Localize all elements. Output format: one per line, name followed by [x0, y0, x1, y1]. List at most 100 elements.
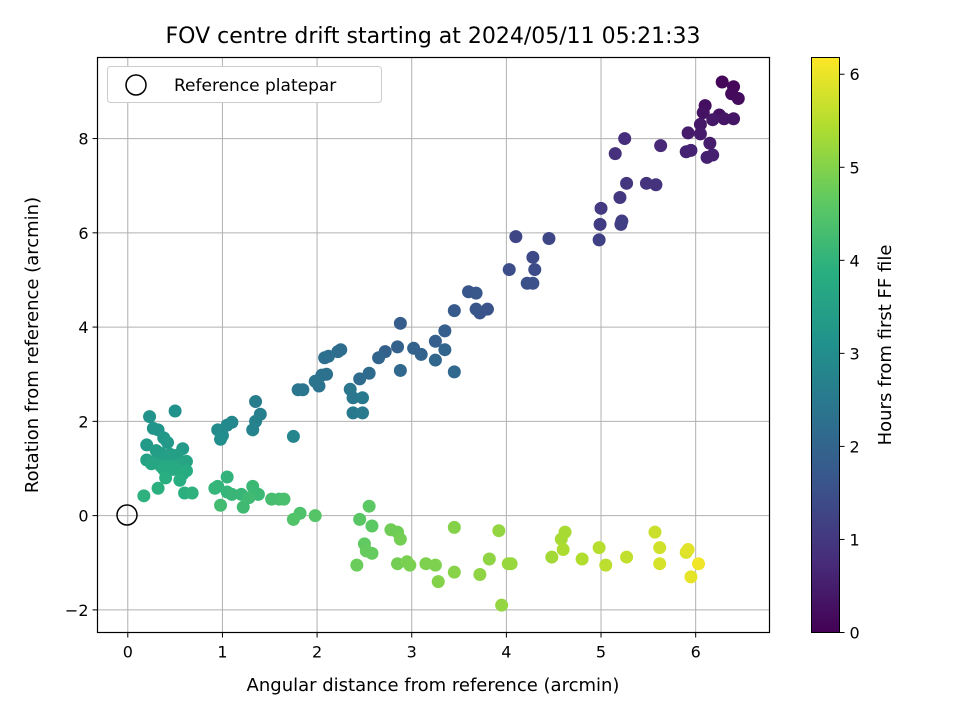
legend-box [107, 66, 382, 103]
plot-frame [96, 56, 771, 634]
data-point [249, 395, 263, 409]
y-tick-label: 6 [78, 224, 88, 243]
data-point [717, 112, 731, 126]
data-point [393, 316, 407, 330]
colorbar-ticks: 0 1 2 3 4 5 6 [839, 65, 860, 643]
x-axis: 0 1 2 3 4 5 6 [123, 632, 701, 662]
data-point [681, 543, 695, 557]
data-point [692, 557, 706, 571]
data-point [731, 92, 745, 106]
data-point [365, 546, 379, 560]
data-point [703, 136, 717, 150]
grid [97, 57, 770, 633]
data-point [291, 383, 305, 397]
data-point [353, 512, 367, 526]
data-point [356, 406, 370, 420]
data-point [346, 391, 360, 405]
data-point [168, 404, 182, 418]
y-axis: −2 0 2 4 6 8 [65, 130, 98, 620]
reference-platepar-marker [116, 504, 138, 526]
data-point [545, 550, 559, 564]
data-point [648, 525, 662, 539]
data-point [639, 176, 653, 190]
data-point [161, 436, 175, 450]
data-point [362, 366, 376, 380]
data-point [599, 558, 613, 572]
data-point [353, 372, 367, 386]
data-point [593, 217, 607, 231]
data-point [365, 519, 379, 533]
data-point [286, 512, 300, 526]
data-point [469, 286, 483, 300]
data-point [447, 565, 461, 579]
data-point [495, 598, 509, 612]
data-point [393, 532, 407, 546]
data-point [696, 106, 710, 120]
data-point [653, 557, 667, 571]
data-point [346, 406, 360, 420]
data-point [140, 438, 154, 452]
data-point [286, 429, 300, 443]
data-point [143, 410, 157, 424]
data-point [137, 489, 151, 503]
data-point [528, 263, 542, 277]
data-point [727, 112, 741, 126]
data-point [594, 201, 608, 215]
data-point [318, 351, 332, 365]
data-point [492, 524, 506, 538]
data-point [242, 491, 256, 505]
data-point [393, 363, 407, 377]
data-point [356, 391, 370, 405]
x-tick-label: 0 [123, 643, 133, 662]
colorbar-gradient [811, 57, 840, 633]
y-tick-label: 2 [78, 412, 88, 431]
data-points [137, 75, 745, 612]
data-point [556, 543, 570, 557]
data-point [684, 143, 698, 157]
data-point [438, 343, 452, 357]
data-point [225, 487, 239, 501]
data-point [526, 250, 540, 264]
data-point [693, 127, 707, 141]
data-point [509, 230, 523, 244]
data-point [706, 113, 720, 127]
x-tick-label: 5 [596, 643, 606, 662]
data-point [575, 552, 589, 566]
legend-marker [125, 74, 147, 96]
y-tick-label: 4 [78, 318, 88, 337]
colorbar: 0 1 2 3 4 5 6 Hours from first FF file [811, 57, 896, 643]
data-point [608, 147, 622, 161]
data-point [613, 190, 627, 204]
colorbar-tick-label: 1 [850, 530, 860, 549]
data-point [208, 481, 222, 495]
data-point [592, 541, 606, 555]
colorbar-tick-label: 3 [850, 344, 860, 363]
x-tick-label: 3 [407, 643, 417, 662]
data-point [654, 139, 668, 153]
data-point [620, 176, 634, 190]
data-point [246, 423, 260, 437]
legend-label: Reference platepar [174, 76, 336, 96]
data-point [592, 233, 606, 247]
data-point [618, 132, 632, 146]
data-point [693, 117, 707, 131]
data-point [214, 498, 228, 512]
data-point [428, 353, 442, 367]
x-tick-label: 2 [312, 643, 322, 662]
data-point [391, 340, 405, 354]
data-point [159, 471, 173, 485]
y-tick-label: 8 [78, 130, 88, 149]
data-point [558, 525, 572, 539]
data-point [350, 558, 364, 572]
data-point [185, 486, 199, 500]
data-point [542, 231, 556, 245]
colorbar-tick-label: 6 [850, 65, 860, 84]
data-point [428, 334, 442, 348]
data-point [502, 263, 516, 277]
data-point [447, 304, 461, 318]
data-point [428, 558, 442, 572]
data-point [214, 432, 228, 446]
legend: Reference platepar [107, 66, 382, 103]
data-point [372, 351, 386, 365]
